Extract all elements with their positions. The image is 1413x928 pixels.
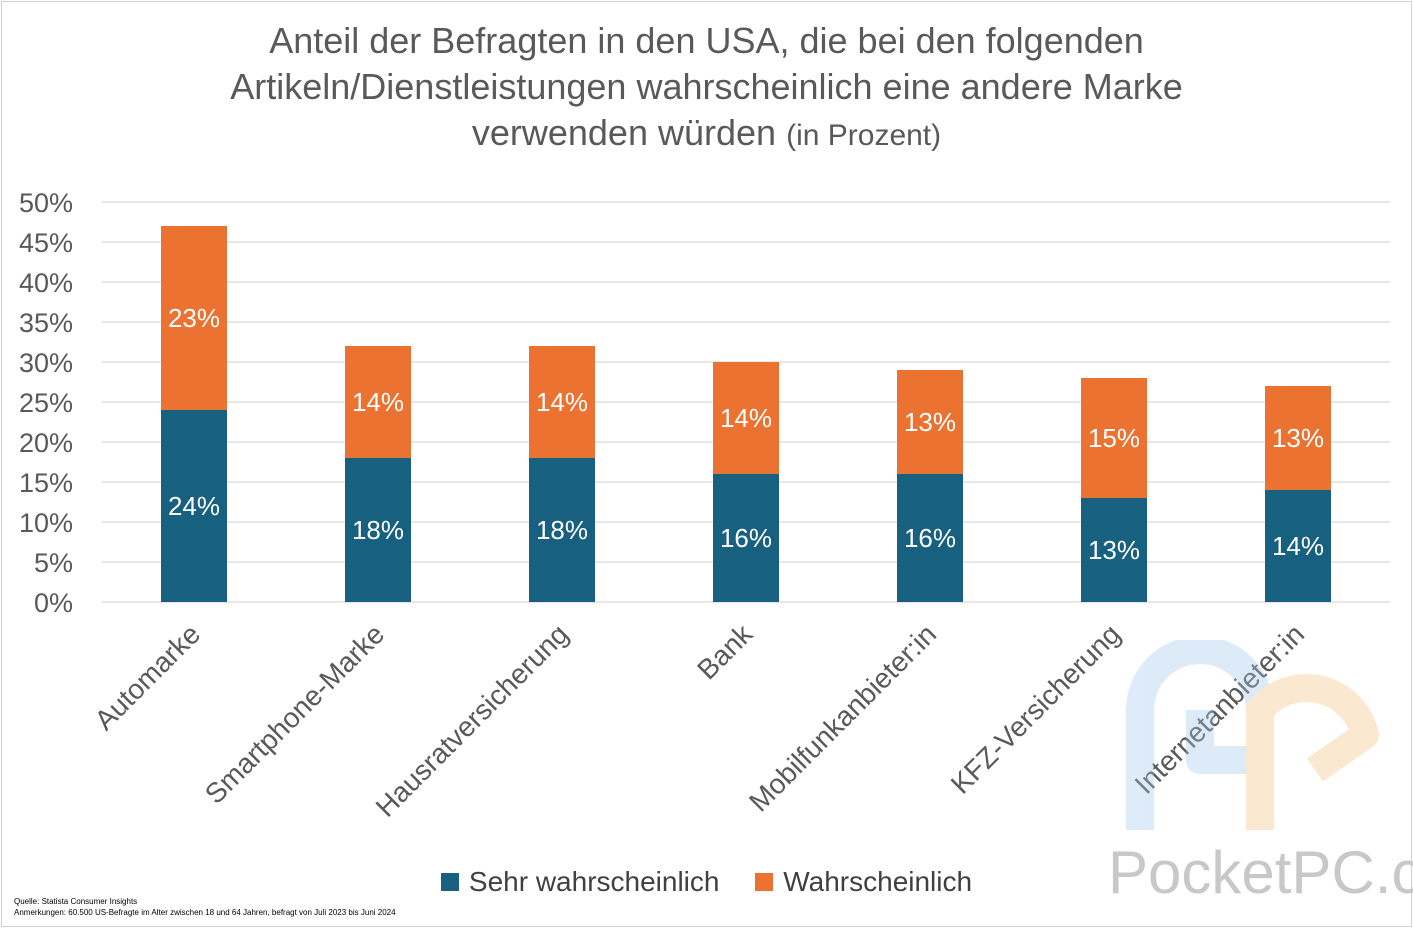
y-tick-label: 10%: [19, 508, 73, 538]
data-label: 13%: [1088, 535, 1140, 565]
y-tick-label: 50%: [19, 188, 73, 218]
bar-sehr-wahrscheinlich: [345, 458, 411, 602]
x-category-label: Smartphone-Marke: [199, 618, 390, 809]
y-tick-label: 5%: [34, 548, 73, 578]
y-tick-label: 20%: [19, 428, 73, 458]
chart-title-unit: (in Prozent): [786, 119, 942, 152]
data-label: 24%: [168, 491, 220, 521]
data-label: 14%: [1272, 531, 1324, 561]
x-category-label: Hausratversicherung: [370, 618, 575, 823]
bar-sehr-wahrscheinlich: [897, 474, 963, 602]
bar-wahrscheinlich: [897, 370, 963, 474]
bar-wahrscheinlich: [713, 362, 779, 474]
legend-swatch: [755, 873, 774, 891]
pocketpc-logo-watermark: [1110, 636, 1380, 845]
watermark-text: PocketPC.ch: [1108, 839, 1413, 906]
chart-title-main: Anteil der Befragten in den USA, die bei…: [230, 20, 1183, 153]
bar-wahrscheinlich: [345, 346, 411, 458]
y-tick-label: 45%: [19, 228, 73, 258]
bar-sehr-wahrscheinlich: [713, 474, 779, 602]
legend: Sehr wahrscheinlich Wahrscheinlich: [0, 866, 1413, 898]
y-tick-label: 15%: [19, 468, 73, 498]
notes-text: Anmerkungen: 60.500 US-Befragte im Alter…: [14, 908, 396, 917]
data-label: 16%: [720, 523, 772, 553]
y-tick-label: 40%: [19, 268, 73, 298]
y-tick-label: 25%: [19, 388, 73, 418]
y-tick-label: 30%: [19, 348, 73, 378]
bar-wahrscheinlich: [1265, 386, 1331, 490]
source-notes: Quelle: Statista Consumer Insights Anmer…: [14, 896, 396, 918]
legend-item-wahrscheinlich: Wahrscheinlich: [755, 866, 972, 898]
chart-title: Anteil der Befragten in den USA, die bei…: [150, 18, 1263, 159]
bar-wahrscheinlich: [1081, 378, 1147, 498]
x-category-label: Mobilfunkanbieter:in: [743, 618, 942, 817]
bar-wahrscheinlich: [529, 346, 595, 458]
x-category-label: Automarke: [89, 618, 207, 736]
bar-sehr-wahrscheinlich: [529, 458, 595, 602]
x-category-label: Bank: [691, 618, 759, 686]
y-axis-ticks: 0% 5% 10% 15% 20% 25% 30% 35% 40% 45% 50%: [19, 188, 73, 618]
legend-item-sehr-wahrscheinlich: Sehr wahrscheinlich: [440, 866, 720, 898]
y-tick-label: 35%: [19, 308, 73, 338]
data-label: 15%: [1088, 423, 1140, 453]
legend-swatch: [440, 873, 459, 891]
data-label: 14%: [720, 403, 772, 433]
data-label: 13%: [1272, 423, 1324, 453]
data-label: 14%: [536, 387, 588, 417]
x-category-label: KFZ-Versicherung: [945, 618, 1126, 799]
bar-sehr-wahrscheinlich: [1081, 498, 1147, 602]
y-tick-label: 0%: [34, 588, 73, 618]
bar-sehr-wahrscheinlich: [1265, 490, 1331, 602]
data-label: 14%: [352, 387, 404, 417]
data-label: 16%: [904, 523, 956, 553]
legend-label: Sehr wahrscheinlich: [468, 866, 720, 897]
bar-sehr-wahrscheinlich: [161, 410, 227, 602]
data-label: 18%: [352, 515, 404, 545]
data-label: 23%: [168, 303, 220, 333]
bars: 24% 23% 18% 14% 18% 14% 16% 14% 16% 13% 13% 15% 14% 1…: [161, 226, 1331, 602]
bar-wahrscheinlich: [161, 226, 227, 410]
data-label: 13%: [904, 407, 956, 437]
data-label: 18%: [536, 515, 588, 545]
legend-label: Wahrscheinlich: [783, 866, 973, 897]
source-text: Quelle: Statista Consumer Insights: [14, 897, 138, 906]
